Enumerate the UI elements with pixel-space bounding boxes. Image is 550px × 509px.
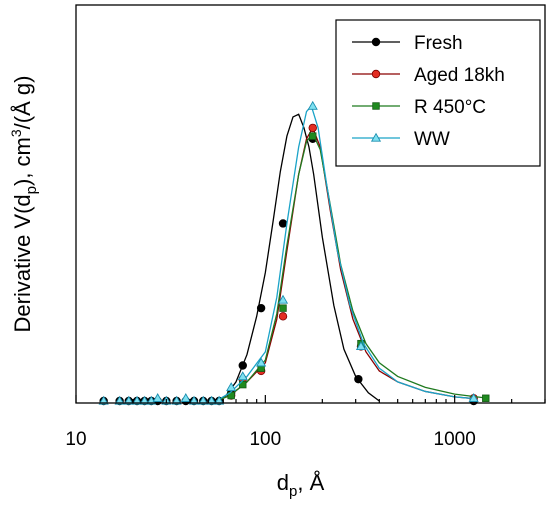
plot-frame <box>75 4 546 404</box>
series-2 <box>215 132 490 402</box>
plot-layer <box>98 100 490 406</box>
data-point <box>188 395 200 405</box>
legend-item: Fresh <box>352 33 463 54</box>
data-point <box>206 395 217 405</box>
data-point <box>279 304 287 312</box>
data-point <box>180 393 191 402</box>
data-point <box>256 303 266 313</box>
data-point <box>278 312 288 321</box>
series-line <box>215 126 477 402</box>
data-point <box>277 294 289 304</box>
x-axis-title-main: d <box>277 470 289 495</box>
series-line <box>215 104 477 402</box>
data-point <box>152 393 163 402</box>
x-tick-label: 100 <box>249 429 281 450</box>
legend-label: Fresh <box>414 33 463 54</box>
legend: Fresh Aged 18kh R 450°C WW <box>335 19 541 167</box>
data-point <box>139 395 150 405</box>
data-point <box>307 100 318 110</box>
y-axis-title-part2: ), cm <box>10 137 35 186</box>
series-line <box>215 113 380 402</box>
data-point <box>278 219 288 228</box>
data-point <box>256 357 267 367</box>
x-axis-title-sub: p <box>289 483 297 500</box>
data-point <box>355 341 367 351</box>
legend-box <box>335 19 541 167</box>
series-3 <box>98 100 479 405</box>
legend-label: R 450°C <box>414 97 486 118</box>
data-point <box>98 395 109 405</box>
legend-item: R 450°C <box>352 97 486 118</box>
data-point <box>238 361 247 370</box>
legend-marker <box>370 132 382 142</box>
x-axis-title: dp, Å <box>277 470 325 500</box>
data-point <box>131 395 143 405</box>
data-point <box>308 123 317 133</box>
series-line <box>215 132 489 402</box>
y-axis-title-part3: /(Å g) <box>10 76 35 130</box>
legend-marker <box>371 69 381 79</box>
data-point <box>123 395 134 405</box>
data-point <box>214 395 225 405</box>
data-point <box>171 395 182 405</box>
x-axis-title-suffix: , Å <box>297 470 324 495</box>
legend-label: WW <box>414 129 450 150</box>
x-tick-label: 10 <box>65 429 86 450</box>
y-axis-title-part1: Derivative V(d <box>10 194 35 332</box>
y-axis-title-sup: 3 <box>8 129 24 137</box>
axis-layer: 10 100 1000 <box>65 395 546 450</box>
legend-item: WW <box>352 129 450 150</box>
x-tick-label: 1000 <box>434 429 476 450</box>
legend-item: Aged 18kh <box>352 65 505 86</box>
data-point <box>114 395 125 405</box>
data-point <box>226 382 237 392</box>
data-point <box>482 394 490 402</box>
data-point <box>468 393 479 402</box>
data-point <box>354 374 363 384</box>
data-point <box>237 371 248 381</box>
legend-marker <box>371 37 381 47</box>
y-axis-title: Derivative V(dp), cm3/(Å g) <box>8 76 40 333</box>
data-point <box>198 395 209 405</box>
legend-label: Aged 18kh <box>414 65 505 86</box>
legend-marker <box>372 102 380 110</box>
data-point <box>309 132 317 140</box>
y-axis-title-sub: p <box>23 186 40 194</box>
